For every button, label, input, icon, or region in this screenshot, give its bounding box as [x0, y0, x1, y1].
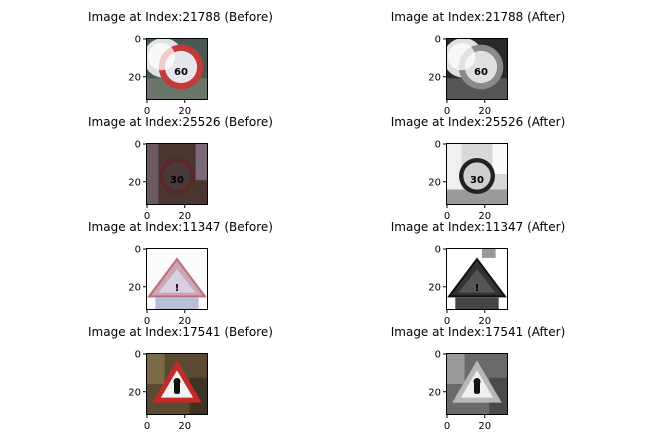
y-tick-label: 20: [428, 177, 441, 188]
sign-image: !: [146, 248, 208, 310]
y-tick-label: 0: [135, 35, 141, 46]
y-tick-label: 20: [428, 387, 441, 398]
x-tick-label: 0: [144, 421, 150, 432]
y-tick-label: 0: [135, 350, 141, 361]
sign-image: 30: [146, 143, 208, 205]
sign-image: [146, 353, 208, 415]
sign-image: 60: [444, 38, 508, 100]
y-tick-label: 0: [135, 245, 141, 256]
y-tick-label: 20: [428, 72, 441, 83]
y-tick-label: 0: [435, 245, 441, 256]
sign-image: !: [446, 248, 508, 310]
y-tick-label: 0: [435, 35, 441, 46]
y-tick-label: 0: [435, 140, 441, 151]
y-tick-label: 20: [128, 177, 141, 188]
sign-number: 30: [170, 175, 184, 186]
x-tick-label: 20: [178, 421, 191, 432]
sign-image: 60: [144, 38, 208, 100]
x-tick-label: 0: [444, 421, 450, 432]
y-tick-label: 20: [128, 72, 141, 83]
x-tick-label: 20: [478, 421, 491, 432]
sign-number: 60: [474, 67, 488, 78]
y-tick-label: 20: [128, 387, 141, 398]
image-axes: 0 20 0 20: [388, 335, 568, 435]
image-panel: Image at Index:21788 (Before) 60 0 20 0 20: [88, 10, 268, 108]
image-panel: Image at Index:11347 (Before)! 0 20 0 20: [88, 220, 268, 318]
sign-number: 30: [470, 175, 484, 186]
image-panel: Image at Index:17541 (Before) 0 20 0 20: [88, 325, 268, 423]
image-panel: Image at Index:25526 (Before) 30 0 20 0 20: [88, 115, 268, 213]
sign-number: 60: [174, 67, 188, 78]
sign-symbol: !: [175, 283, 180, 294]
sign-image: [446, 353, 508, 415]
image-panel: Image at Index:11347 (After)! 0 20 0 20: [388, 220, 568, 318]
image-panel: Image at Index:25526 (After) 30 0 20 0 20: [388, 115, 568, 213]
sign-image: 30: [446, 143, 508, 205]
sign-symbol: !: [475, 283, 480, 294]
image-panel: Image at Index:21788 (After) 60 0 20 0 20: [388, 10, 568, 108]
image-axes: 0 20 0 20: [88, 335, 268, 435]
y-tick-label: 20: [428, 282, 441, 293]
y-tick-label: 0: [135, 140, 141, 151]
y-tick-label: 0: [435, 350, 441, 361]
y-tick-label: 20: [128, 282, 141, 293]
image-panel: Image at Index:17541 (After) 0 20 0 20: [388, 325, 568, 423]
